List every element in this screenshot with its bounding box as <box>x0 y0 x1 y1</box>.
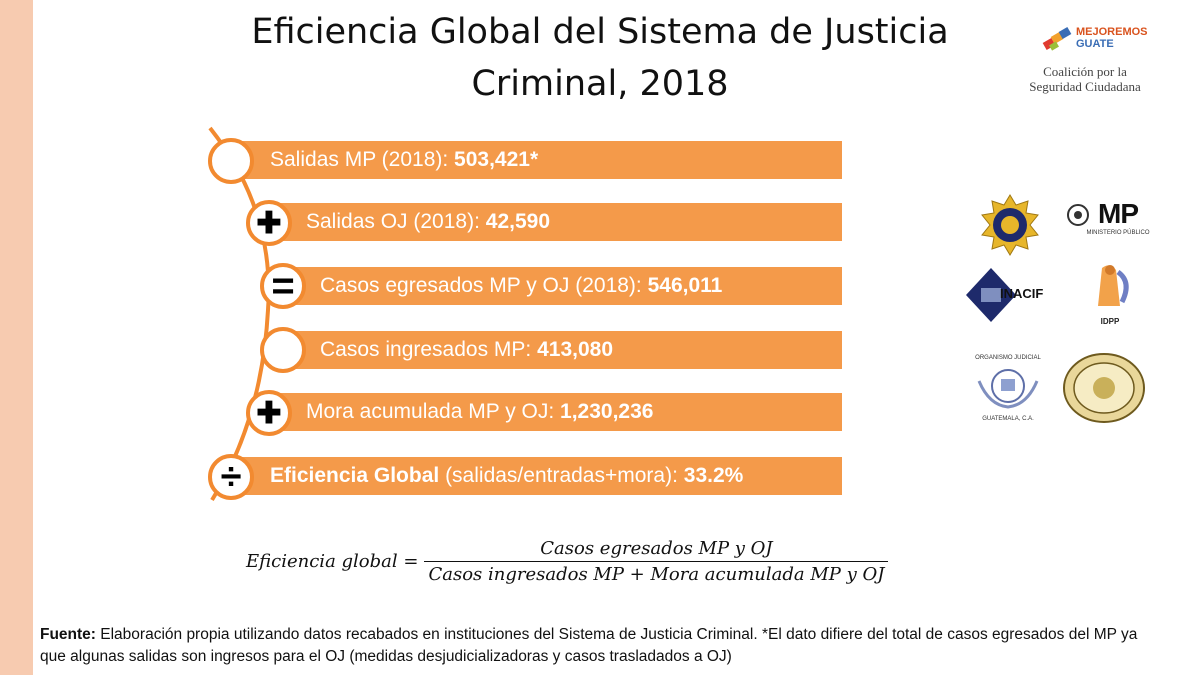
flow-row-mora-acumulada: Mora acumulada MP y OJ: 1,230,236 <box>272 393 842 431</box>
mp-logo-subtitle: MINISTERIO PÚBLICO <box>1086 230 1150 236</box>
idpp-logo-text: IDPP <box>1100 317 1120 326</box>
equals-icon: = <box>260 263 306 309</box>
flow-row-casos-ingresados: Casos ingresados MP: 413,080 <box>286 331 842 369</box>
row-value: 42,590 <box>485 210 550 233</box>
source-text: Elaboración propia utilizando datos reca… <box>40 626 1138 665</box>
mp-logo-text: MP <box>1098 198 1139 229</box>
empty-operator-circle <box>208 138 254 184</box>
row-label: Salidas OJ (2018): <box>306 210 486 233</box>
flow-row-salidas-oj: Salidas OJ (2018): 42,590 <box>272 203 842 241</box>
left-decorative-stripe <box>0 0 33 675</box>
sistema-penitenciario-seal-icon <box>1063 353 1145 423</box>
idpp-emblem-icon <box>1098 265 1129 306</box>
row-value: 1,230,236 <box>560 400 654 423</box>
page-title: Eficiencia Global del Sistema de Justici… <box>200 6 1000 110</box>
row-value: 33.2% <box>683 464 744 487</box>
flow-row-casos-egresados: Casos egresados MP y OJ (2018): 546,011 <box>286 267 842 305</box>
brand-line-1: MEJOREMOS <box>1076 26 1148 38</box>
oj-emblem-icon <box>977 369 1039 409</box>
formula-numerator: Casos egresados MP y OJ <box>540 538 773 559</box>
plus-icon: ✚ <box>246 200 292 246</box>
flow-row-eficiencia-global: Eficiencia Global (salidas/entradas+mora… <box>228 457 842 495</box>
oj-logo: ORGANISMO JUDICIAL GUATEMALA, C.A. <box>966 355 1050 427</box>
formula-fraction: Casos egresados MP y OJ Casos ingresados… <box>424 538 889 585</box>
source-label: Fuente: <box>40 626 96 643</box>
formula-denominator: Casos ingresados MP + Mora acumulada MP … <box>424 561 889 585</box>
row-label: Salidas MP (2018): <box>270 148 455 171</box>
row-label-bold: Eficiencia Global <box>270 464 440 487</box>
efficiency-formula: Eficiencia global = Casos egresados MP y… <box>246 538 889 585</box>
idpp-logo: IDPP <box>1082 262 1138 326</box>
inacif-emblem-icon <box>966 268 1016 322</box>
coalition-logo: MEJOREMOS GUATE Coalición por la Segurid… <box>1010 26 1160 94</box>
row-value: 413,080 <box>537 338 614 361</box>
mp-logo: MP MINISTERIO PÚBLICO <box>1062 198 1152 236</box>
title-line-1: Eficiencia Global del Sistema de Justici… <box>251 12 949 52</box>
row-label: (salidas/entradas+mora): <box>439 464 684 487</box>
empty-operator-circle <box>260 327 306 373</box>
mejoremos-guate-logo-icon <box>1042 27 1072 51</box>
mp-emblem-icon <box>1067 204 1089 226</box>
pnc-seal-icon <box>981 194 1039 256</box>
brand-line-2: GUATE <box>1076 38 1114 50</box>
source-note: Fuente: Elaboración propia utilizando da… <box>40 624 1160 668</box>
oj-logo-top-text: ORGANISMO JUDICIAL <box>975 355 1041 361</box>
coalition-name-line-2: Seguridad Ciudadana <box>1029 79 1141 94</box>
title-line-2: Criminal, 2018 <box>471 64 729 104</box>
divide-icon: ÷ <box>208 454 254 500</box>
inacif-logo: INACIF <box>966 268 1046 322</box>
row-value: 546,011 <box>647 274 723 297</box>
inacif-logo-text: INACIF <box>1000 286 1044 301</box>
row-label: Casos ingresados MP: <box>320 338 538 361</box>
flow-row-salidas-mp: Salidas MP (2018): 503,421* <box>228 141 842 179</box>
row-label: Casos egresados MP y OJ (2018): <box>320 274 648 297</box>
row-label: Mora acumulada MP y OJ: <box>306 400 561 423</box>
row-value: 503,421* <box>454 148 539 171</box>
plus-icon: ✚ <box>246 390 292 436</box>
coalition-name-line-1: Coalición por la <box>1043 64 1127 79</box>
formula-lhs: Eficiencia global = <box>246 551 419 572</box>
oj-logo-bottom-text: GUATEMALA, C.A. <box>982 416 1034 422</box>
